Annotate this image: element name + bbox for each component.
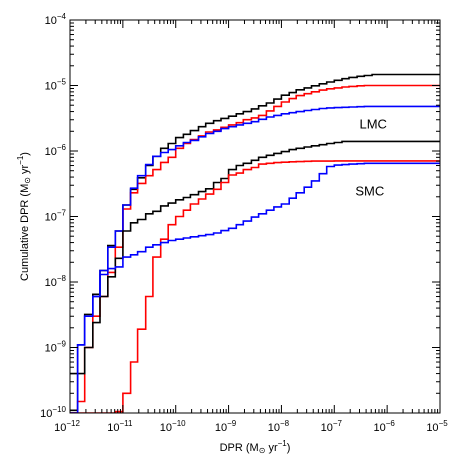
x-tick-label: 10−5 bbox=[426, 419, 448, 434]
y-tick-label: 10−8 bbox=[45, 274, 67, 289]
series-smc-5-line bbox=[70, 162, 440, 413]
x-tick-label: 10−8 bbox=[268, 419, 290, 434]
y-tick-label: 10−10 bbox=[40, 405, 66, 420]
series-lmc-2-line bbox=[70, 105, 440, 413]
series-lmc-1-line bbox=[70, 84, 440, 413]
series-smc-4-line bbox=[70, 160, 440, 413]
x-tick-label: 10−7 bbox=[321, 419, 343, 434]
annotations: LMC SMC bbox=[355, 117, 387, 199]
series-smc-3-line bbox=[70, 140, 440, 412]
y-tick-label: 10−5 bbox=[45, 78, 67, 93]
y-tick-label: 10−7 bbox=[45, 209, 67, 224]
x-axis-label: DPR (M⊙ yr−1) bbox=[220, 439, 291, 455]
annotation-lmc: LMC bbox=[360, 117, 387, 132]
x-tick-label: 10−11 bbox=[107, 419, 133, 434]
y-axis-label: Cumulative DPR (M⊙ yr−1) bbox=[16, 152, 32, 281]
x-tick-label: 10−10 bbox=[160, 419, 186, 434]
y-tick-label: 10−9 bbox=[45, 340, 67, 355]
y-tick-label: 10−4 bbox=[45, 12, 67, 27]
ticks-layer bbox=[69, 19, 441, 414]
x-tick-label: 10−12 bbox=[54, 419, 80, 434]
y-tick-label: 10−6 bbox=[45, 143, 67, 158]
x-tick-label: 10−9 bbox=[215, 419, 237, 434]
series-layer bbox=[70, 73, 440, 413]
annotation-smc: SMC bbox=[355, 183, 384, 198]
tick-labels: 10−12 10−11 10−10 10−9 10−8 10−7 10−6 10−5 10−10… bbox=[40, 12, 448, 434]
x-tick-label: 10−6 bbox=[373, 419, 395, 434]
